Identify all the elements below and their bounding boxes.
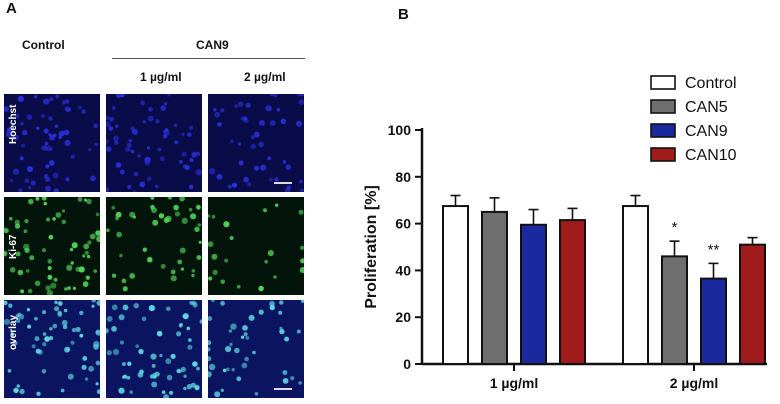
bar-can9 (700, 277, 727, 365)
bar-can9 (520, 223, 547, 365)
micrograph-ki-67-1 (106, 197, 202, 295)
micrograph-hoechst-0: Hoechst (4, 94, 100, 192)
significance-marker: * (672, 219, 678, 236)
y-tick-label: 0 (403, 356, 411, 372)
legend-swatch-control (650, 75, 676, 90)
y-tick-label: 100 (388, 122, 412, 138)
panel-b-letter: B (398, 6, 409, 23)
micrograph-overlay-0: overlay (4, 300, 100, 398)
legend-swatch-can5 (650, 99, 676, 114)
bar-can5 (661, 255, 688, 365)
y-tick-label: 40 (395, 262, 411, 278)
y-axis-label: Proliferation [%] (363, 185, 380, 309)
micrograph-overlay-1 (106, 300, 202, 398)
scale-bar (274, 388, 292, 390)
bar-can10 (739, 243, 766, 365)
col-header-2ugml: 2 µg/ml (244, 70, 286, 84)
panel-a-letter: A (6, 0, 17, 17)
micrograph-overlay-2 (208, 300, 304, 398)
legend-label-can5: CAN5 (685, 99, 728, 116)
scale-bar (274, 182, 292, 184)
micrograph-hoechst-1 (106, 94, 202, 192)
micrograph-hoechst-2 (208, 94, 304, 192)
x-tick-label: 2 µg/ml (670, 375, 719, 391)
row-label-overlay: overlay (8, 314, 19, 350)
y-tick-label: 80 (395, 169, 411, 185)
bar-control (442, 205, 469, 365)
bar-can5 (481, 210, 508, 365)
micrograph-ki-67-0: Ki-67 (4, 197, 100, 295)
bar-can10 (559, 219, 586, 365)
legend-swatch-can10 (650, 147, 676, 162)
bar-control (622, 205, 649, 365)
significance-marker: ** (708, 241, 720, 258)
y-tick-label: 20 (395, 309, 411, 325)
x-tick-label: 1 µg/ml (490, 375, 539, 391)
group-header-line (112, 58, 305, 59)
legend-swatch-can9 (650, 123, 676, 138)
row-label-ki-67: Ki-67 (8, 234, 19, 259)
micrograph-ki-67-2 (208, 197, 304, 295)
row-label-hoechst: Hoechst (8, 104, 19, 144)
y-tick-label: 60 (395, 216, 411, 232)
legend-label-can9: CAN9 (685, 123, 728, 140)
legend-label-control: Control (685, 75, 737, 92)
col-header-control: Control (22, 38, 65, 52)
legend-label-can10: CAN10 (685, 147, 737, 164)
col-header-1ugml: 1 µg/ml (140, 70, 182, 84)
group-header-can9: CAN9 (196, 38, 229, 52)
